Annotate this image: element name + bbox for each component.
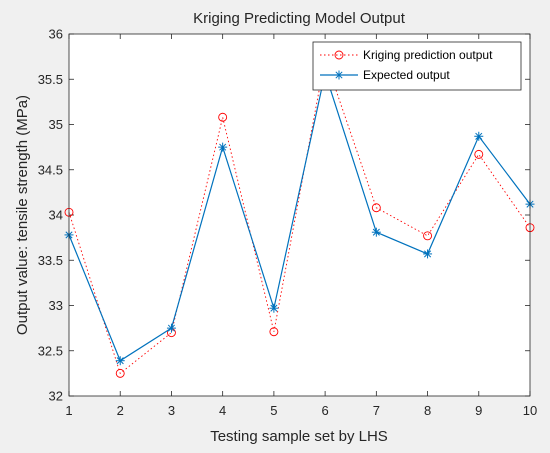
circle-marker xyxy=(269,327,279,337)
y-tick-label: 35 xyxy=(49,117,63,132)
y-tick-label: 34.5 xyxy=(38,162,63,177)
legend-marker-1 xyxy=(334,50,344,60)
x-tick-label: 8 xyxy=(424,403,431,418)
asterisk-marker-stroke xyxy=(270,304,278,312)
asterisk-marker-stroke xyxy=(167,324,175,332)
x-tick-label: 7 xyxy=(373,403,380,418)
x-tick-label: 4 xyxy=(219,403,226,418)
legend-label-2: Expected output xyxy=(363,68,450,82)
chart-title: Kriging Predicting Model Output xyxy=(193,10,406,27)
y-tick-label: 34 xyxy=(49,208,63,223)
asterisk-marker-stroke xyxy=(372,228,380,236)
asterisk-marker-stroke xyxy=(219,143,227,151)
asterisk-marker xyxy=(115,356,125,366)
circle-marker xyxy=(371,203,381,213)
asterisk-marker xyxy=(166,323,176,333)
y-tick-label: 33.5 xyxy=(38,253,63,268)
y-tick-label: 35.5 xyxy=(38,72,63,87)
y-tick-label: 33 xyxy=(49,298,63,313)
asterisk-marker xyxy=(474,131,484,141)
x-tick-label: 5 xyxy=(270,403,277,418)
circle-marker xyxy=(115,368,125,378)
x-tick-label: 9 xyxy=(475,403,482,418)
y-tick-label: 36 xyxy=(49,27,63,42)
asterisk-marker xyxy=(269,303,279,313)
axes-box xyxy=(68,33,531,397)
asterisk-marker-stroke xyxy=(475,132,483,140)
plot-area xyxy=(69,34,530,396)
series-layer xyxy=(64,53,535,378)
asterisk-marker-stroke xyxy=(424,250,432,258)
circle-marker xyxy=(474,149,484,159)
x-tick-label: 3 xyxy=(168,403,175,418)
y-tick-label: 32 xyxy=(49,389,63,404)
x-tick-label: 1 xyxy=(65,403,72,418)
asterisk-marker xyxy=(218,142,228,152)
legend-entries: Kriging prediction output Expected output xyxy=(320,48,493,82)
x-axis-label: Testing sample set by LHS xyxy=(210,428,388,445)
y-tick-label: 32.5 xyxy=(38,343,63,358)
asterisk-marker xyxy=(423,249,433,259)
circle-marker xyxy=(218,112,228,122)
legend-label-1: Kriging prediction output xyxy=(363,48,493,62)
x-tick-label: 10 xyxy=(523,403,537,418)
legend-marker-2 xyxy=(334,70,344,80)
asterisk-marker-stroke xyxy=(116,357,124,365)
x-tick-label: 6 xyxy=(321,403,328,418)
series-line-2 xyxy=(68,70,531,362)
asterisk-marker xyxy=(371,227,381,237)
circle-marker xyxy=(423,231,433,241)
x-tick-label: 2 xyxy=(117,403,124,418)
y-axis-label: Output value: tensile strength (MPa) xyxy=(14,95,31,335)
legend: Kriging prediction output Expected output xyxy=(312,41,522,91)
legend-marker-2-stroke xyxy=(335,71,343,79)
legend-box xyxy=(312,41,522,91)
